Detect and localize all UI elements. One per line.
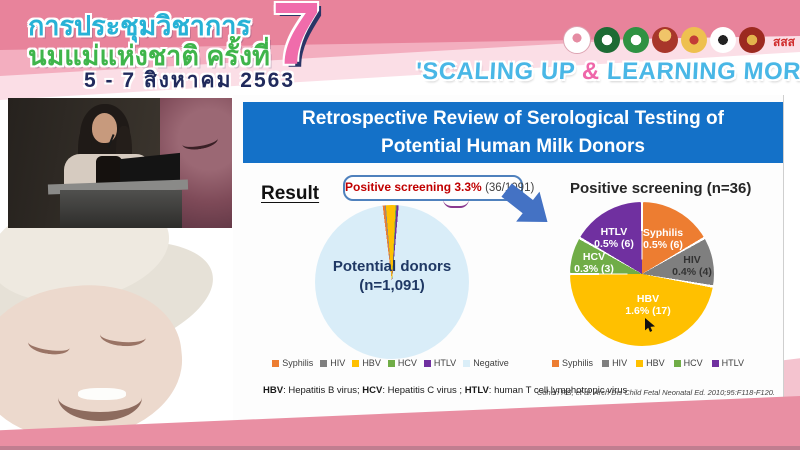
golden-crown-emblem-icon xyxy=(681,27,707,53)
green-medical-seal-2-icon xyxy=(623,27,649,53)
thai-health-foundation-logo-icon: สสส xyxy=(773,35,795,49)
conference-title-line1: การประชุมวิชาการ xyxy=(28,11,251,41)
slice-label-hbv: HBV 1.6% (17) xyxy=(613,293,683,317)
legend-label: HTLV xyxy=(721,358,744,368)
positive-screening-callout: Positive screening 3.3% (36/1091) xyxy=(343,175,534,201)
syphilis-swatch-icon xyxy=(272,359,280,367)
negative-swatch-icon xyxy=(463,359,471,367)
legend-left: Syphilis HIV HBV HCV HTLV Negative xyxy=(272,358,509,368)
legend-item-hcv: HCV xyxy=(387,358,417,368)
slice-name: HTLV xyxy=(600,226,628,238)
slice-name: HIV xyxy=(683,254,701,266)
slice-stat: 0.5% (6) xyxy=(643,238,683,251)
edition-number: 7 xyxy=(272,0,321,83)
baby-smile xyxy=(58,374,142,421)
hcv-swatch-icon xyxy=(673,359,681,367)
legend-item-htlv: HTLV xyxy=(423,358,457,368)
footnote-abbr-htlv: HTLV xyxy=(464,385,489,396)
pie-chart-positive-screening xyxy=(570,202,714,346)
slice-stat: 0.3% (3) xyxy=(574,262,614,275)
legend-label: HIV xyxy=(612,358,628,368)
legend-item-hiv: HIV xyxy=(320,358,345,368)
legend-label: Syphilis xyxy=(282,358,314,368)
legend-item-hiv: HIV xyxy=(602,358,627,368)
legend-right: Syphilis HIV HBV HCV HTLV xyxy=(552,358,744,368)
slogan-suffix: LEARNING MORE' xyxy=(606,58,800,85)
green-medical-seal-1-icon xyxy=(594,27,620,53)
slogan-ampersand: & xyxy=(581,58,601,85)
slide-title-line2: Potential Human Milk Donors xyxy=(381,136,645,157)
callout-brace xyxy=(443,199,469,208)
legend-item-hbv: HBV xyxy=(636,358,665,368)
slice-stat: 1.6% (17) xyxy=(625,304,671,317)
legend-label: Negative xyxy=(473,358,509,368)
callout-highlight: Positive screening 3.3% xyxy=(345,180,482,194)
hbv-swatch-icon xyxy=(636,359,644,367)
citation-text: Cohen RS, et al. Arch Dis Child Fetal Ne… xyxy=(536,388,775,397)
legend-item-hbv: HBV xyxy=(352,358,381,368)
legend-item-hcv: HCV xyxy=(673,358,703,368)
legend-item-syphilis: Syphilis xyxy=(552,358,593,368)
red-institute-seal-icon xyxy=(739,27,765,53)
slide-title-line1: Retrospective Review of Serological Test… xyxy=(302,108,724,129)
pie-left-label-line2: (n=1,091) xyxy=(359,277,425,294)
legend-label: HBV xyxy=(646,358,665,368)
slice-name: Syphilis xyxy=(642,227,684,239)
pie-left-label-line1: Potential donors xyxy=(332,258,452,275)
presentation-slide: Retrospective Review of Serological Test… xyxy=(233,95,784,420)
footnote-abbr-hbv: HBV xyxy=(263,385,284,396)
royal-thai-emblem-icon xyxy=(652,27,678,53)
slice-label-htlv: HTLV 0.5% (6) xyxy=(579,226,649,250)
conference-slogan: 'SCALING UP & LEARNING MORE' xyxy=(415,58,800,86)
legend-label: HIV xyxy=(330,358,346,368)
slice-name: HBV xyxy=(636,293,660,305)
hbv-swatch-icon xyxy=(352,359,360,367)
footnote-def-hbv: : Hepatitis B virus; xyxy=(283,385,363,396)
pie-left-center-label: Potential donors (n=1,091) xyxy=(315,257,469,295)
legend-item-syphilis: Syphilis xyxy=(272,358,313,368)
legend-label: Syphilis xyxy=(562,358,594,368)
hiv-swatch-icon xyxy=(320,359,328,367)
slice-name: HCV xyxy=(582,251,606,263)
hiv-swatch-icon xyxy=(602,359,610,367)
hcv-swatch-icon xyxy=(387,359,395,367)
conference-title-line2: นมแม่แห่งชาติ ครั้งที่ xyxy=(28,41,270,71)
podium xyxy=(60,190,182,228)
background-baby-photo xyxy=(0,182,238,449)
slice-stat: 0.4% (4) xyxy=(672,265,712,278)
syphilis-swatch-icon xyxy=(552,359,560,367)
slice-label-syphilis: Syphilis 0.5% (6) xyxy=(628,227,698,251)
footnote-def-hcv: : Hepatitis C virus ; xyxy=(382,385,465,396)
bottom-band-edge xyxy=(0,446,800,450)
legend-label: HCV xyxy=(397,358,417,368)
presenter-face xyxy=(92,113,117,143)
slice-label-hiv: HIV 0.4% (4) xyxy=(657,254,727,278)
mother-child-foundation-logo-icon xyxy=(563,26,591,54)
footnote-def-htlv: : human T cell lymphotropic virus xyxy=(488,385,628,396)
pie-chart-potential-donors: Potential donors (n=1,091) xyxy=(315,205,469,359)
legend-label: HCV xyxy=(683,358,703,368)
conference-date: 5 - 7 สิงหาคม 2563 xyxy=(84,69,296,92)
legend-item-htlv: HTLV xyxy=(711,358,744,368)
slice-label-hcv: HCV 0.3% (3) xyxy=(559,251,629,275)
baby-teeth xyxy=(78,388,126,400)
mouse-cursor-icon xyxy=(645,318,655,332)
pie-right-title: Positive screening (n=36) xyxy=(570,180,752,197)
slice-stat: 0.5% (6) xyxy=(594,237,634,250)
slogan-prefix: 'SCALING UP xyxy=(415,58,583,85)
slide-title-banner: Retrospective Review of Serological Test… xyxy=(243,102,783,163)
footnote-abbr-hcv: HCV xyxy=(362,385,383,396)
result-heading: Result xyxy=(261,183,320,204)
htlv-swatch-icon xyxy=(711,359,719,367)
legend-item-negative: Negative xyxy=(463,358,509,368)
htlv-swatch-icon xyxy=(423,359,431,367)
legend-label: HBV xyxy=(362,358,381,368)
sponsor-logos-row: สสส xyxy=(563,26,800,54)
presenter-video-panel xyxy=(8,98,232,228)
abbreviation-footnote: HBV: Hepatitis B virus; HCV: Hepatitis C… xyxy=(263,385,627,396)
legend-label: HTLV xyxy=(433,358,457,368)
university-seal-icon xyxy=(710,27,736,53)
conference-banner: การประชุมวิชาการ นมแม่แห่งชาติ ครั้งที่ … xyxy=(0,0,800,100)
